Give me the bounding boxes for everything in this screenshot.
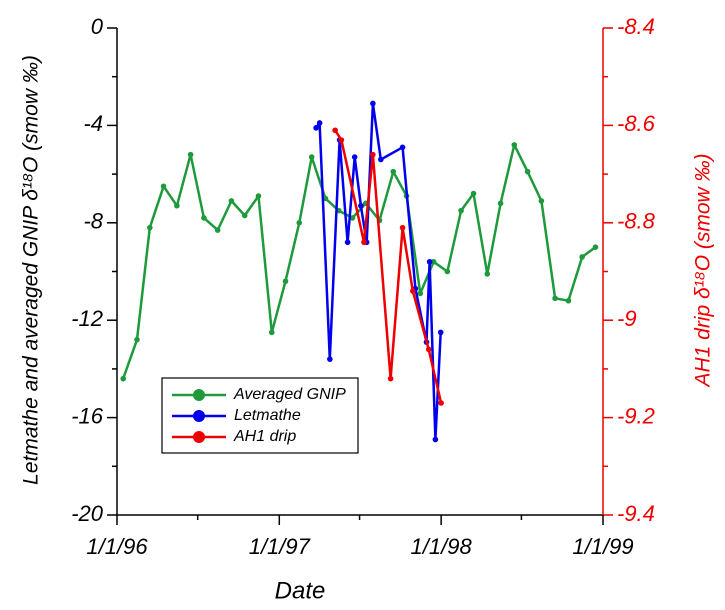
y2-tick-label: -8.6 [617, 111, 656, 136]
data-point [313, 125, 319, 131]
legend-marker [193, 389, 205, 401]
data-point [120, 375, 127, 382]
data-point [268, 329, 275, 336]
data-point [147, 224, 153, 231]
data-point [579, 254, 585, 260]
data-point [351, 154, 358, 160]
data-point [470, 190, 477, 197]
data-point [538, 198, 545, 204]
data-point [174, 202, 180, 209]
legend-label: AH1 drip [233, 428, 296, 445]
data-point [592, 244, 599, 250]
data-point [432, 436, 439, 443]
y-tick-label: -12 [71, 306, 103, 331]
data-point [399, 224, 406, 231]
data-point [399, 144, 406, 151]
data-point [332, 127, 338, 134]
series-line [122, 143, 597, 380]
data-point [361, 239, 367, 246]
data-point [241, 212, 248, 219]
data-point [255, 193, 262, 199]
data-point [417, 290, 424, 297]
data-point [484, 271, 491, 277]
data-point [187, 151, 194, 158]
data-point [387, 375, 394, 382]
data-point [390, 168, 397, 175]
data-point [552, 295, 558, 302]
y2-tick-label: -9.4 [617, 501, 655, 526]
x-tick-label: 1/1/98 [411, 534, 473, 559]
data-point [524, 168, 531, 175]
y-axis-title: Letmathe and averaged GNIP δ¹⁸O (smow ‰) [20, 55, 43, 485]
data-point [430, 258, 437, 265]
data-point [437, 329, 444, 336]
y-tick-label: -4 [83, 111, 103, 136]
y-tick-label: -16 [71, 403, 104, 428]
data-point [349, 215, 356, 221]
data-point [370, 151, 376, 158]
legend-marker [193, 410, 205, 422]
data-point [438, 400, 444, 406]
data-point [425, 346, 432, 353]
x-tick-label: 1/1/96 [86, 534, 148, 559]
data-point [316, 120, 323, 126]
data-point [565, 297, 572, 304]
y2-axis-title: AH1 drip δ¹⁸O (smow ‰) [692, 153, 715, 388]
data-point [444, 268, 451, 275]
series-line [334, 129, 443, 404]
legend-label: Letmathe [234, 407, 301, 424]
data-point [214, 227, 221, 233]
data-point [134, 336, 140, 343]
data-point [458, 207, 464, 214]
y2-tick-label: -9.2 [617, 403, 655, 428]
data-point [160, 183, 167, 190]
y2-tick-label: -9 [617, 306, 637, 331]
x-tick-label: 1/1/97 [249, 534, 311, 559]
data-point [409, 288, 416, 294]
data-point [201, 215, 207, 221]
legend-label: Averaged GNIP [233, 386, 346, 403]
data-point [296, 220, 303, 226]
x-tick-label: 1/1/99 [572, 534, 633, 559]
data-point [511, 142, 518, 148]
data-point [370, 100, 376, 107]
data-point [426, 258, 433, 265]
data-point [327, 356, 333, 362]
y-tick-label: 0 [91, 14, 104, 39]
data-point [378, 156, 384, 163]
data-point [344, 239, 351, 246]
data-point [358, 202, 364, 209]
data-point [228, 198, 235, 204]
data-point [497, 200, 504, 207]
data-point [308, 154, 315, 160]
y-tick-label: -20 [71, 501, 104, 526]
y2-tick-label: -8.4 [617, 14, 655, 39]
legend-marker [193, 431, 205, 443]
data-point [282, 278, 289, 285]
y-tick-label: -8 [83, 209, 103, 234]
data-point [338, 137, 345, 143]
x-axis-title: Date [275, 577, 326, 604]
y2-tick-label: -8.8 [617, 209, 656, 234]
